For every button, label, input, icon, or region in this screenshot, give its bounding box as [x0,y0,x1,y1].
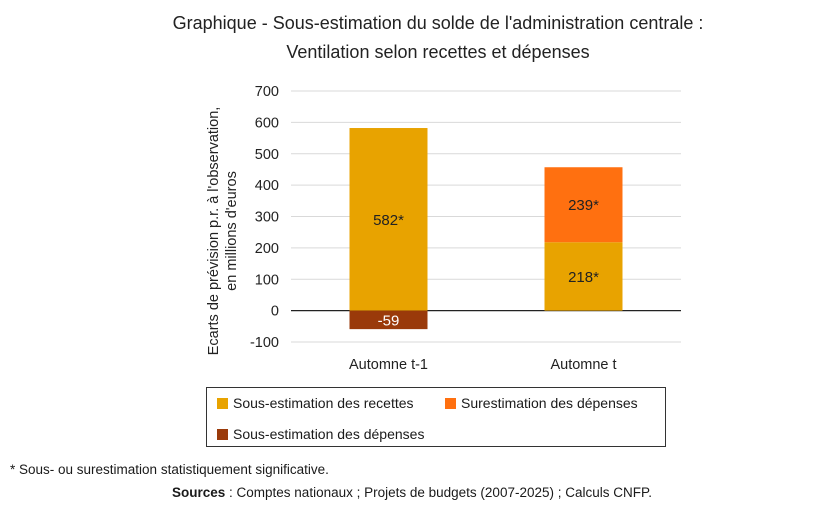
chart-title: Graphique - Sous-estimation du solde de … [172,13,704,33]
y-tick-label: 100 [255,272,279,288]
legend-item-sous-estimation-depenses: Sous-estimation des dépenses [217,426,424,442]
bar-recettes-1 [349,128,428,311]
sources-label: Sources [172,485,226,500]
footnote: * Sous- ou surestimation statistiquement… [10,462,329,477]
y-tick-label: 0 [271,304,279,320]
legend-label-sous-estimation-depenses: Sous-estimation des dépenses [233,426,425,442]
data-label: 239* [568,197,599,214]
legend-label-recettes: Sous-estimation des recettes [233,395,414,411]
legend-item-recettes: Sous-estimation des recettes [217,395,414,411]
y-axis-title-line2: en millions d'euros [224,171,240,291]
data-label: -59 [378,312,400,329]
sources: Sources : Comptes nationaux ; Projets de… [172,485,652,500]
bar-sous-estimation-depenses-1 [349,310,428,330]
x-category-label: Automne t-1 [349,357,428,373]
y-tick-label: 300 [255,210,279,226]
legend-item-surestimation-depenses: Surestimation des dépenses [445,395,638,411]
legend-label-surestimation-depenses: Surestimation des dépenses [461,395,638,411]
y-tick-label: 500 [255,147,279,163]
y-tick-label: 600 [255,115,279,131]
legend: Sous-estimation des recettes Surestimati… [206,387,666,447]
chart-subtitle: Ventilation selon recettes et dépenses [286,42,590,62]
y-tick-label: 700 [255,84,279,100]
data-label: 582* [373,212,404,229]
bar-recettes-2 [544,242,623,311]
data-label: 218* [568,269,599,286]
y-axis-title-line1: Ecarts de prévision p.r. à l'observation… [206,107,222,356]
legend-swatch-surestimation-depenses [445,397,456,409]
sources-text: : Comptes nationaux ; Projets de budgets… [225,485,653,500]
bar-surestimation-depenses-2 [544,167,623,243]
y-tick-label: 200 [255,241,279,257]
legend-swatch-sous-estimation-depenses [217,428,228,440]
y-tick-label: -100 [250,335,279,351]
legend-swatch-recettes [217,397,228,409]
y-tick-label: 400 [255,178,279,194]
x-category-label: Automne t [550,357,616,373]
